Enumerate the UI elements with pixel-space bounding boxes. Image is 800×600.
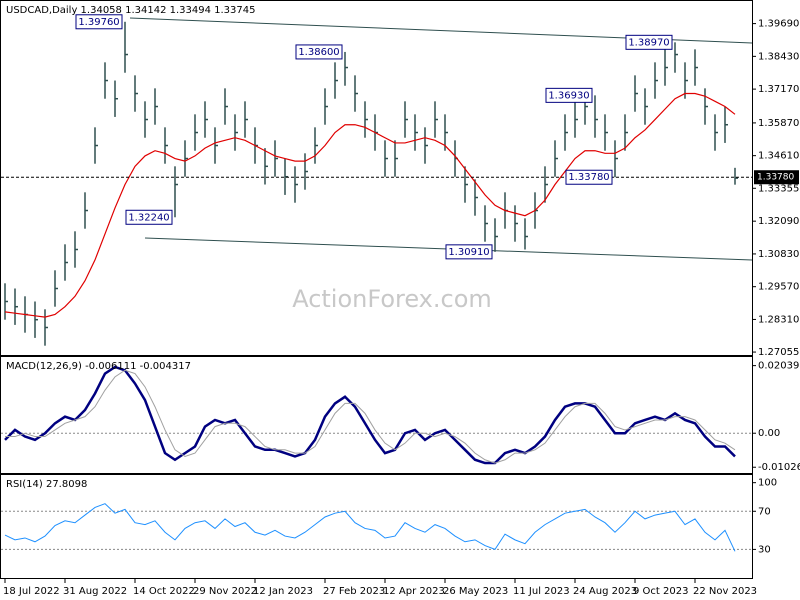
annotation-box <box>545 87 593 103</box>
panel-frame <box>0 0 753 356</box>
annotation-box <box>445 244 493 260</box>
annotation-box <box>125 209 173 225</box>
y-tick-label: 0.020399 <box>758 361 800 372</box>
y-tick-label: 70 <box>758 506 771 517</box>
y-tick-label: 1.27055 <box>758 347 799 358</box>
y-tick-label: 1.39690 <box>758 19 799 30</box>
watermark: ActionForex.com <box>292 285 492 313</box>
x-tick-label: 14 Oct 2022 <box>133 586 195 597</box>
x-tick-label: 29 Nov 2022 <box>193 586 257 597</box>
price-label-box <box>754 170 799 185</box>
panel-title: USDCAD,Daily 1.34058 1.34142 1.33494 1.3… <box>6 5 256 16</box>
y-tick-label: -0.01026 <box>758 462 800 473</box>
annotation-label: 1.32240 <box>128 212 169 223</box>
x-tick-label: 31 Aug 2022 <box>63 586 127 597</box>
annotation-label: 1.38600 <box>298 47 339 58</box>
y-tick-label: 1.37170 <box>758 84 799 95</box>
annotation-box <box>625 34 673 50</box>
annotation-box <box>75 14 123 30</box>
y-tick-label: 1.34610 <box>758 151 799 162</box>
annotation-box <box>565 169 613 185</box>
annotation-label: 1.30910 <box>448 247 489 258</box>
y-tick-label: 1.38430 <box>758 51 799 62</box>
y-tick-label: 1.28310 <box>758 314 799 325</box>
indicator-line <box>4 365 736 465</box>
price-label: 1.33780 <box>757 173 794 183</box>
y-tick-label: 1.32090 <box>758 216 799 227</box>
y-tick-label: 1.29570 <box>758 282 799 293</box>
x-tick-label: 12 Jan 2023 <box>253 586 313 597</box>
panel-frame <box>0 356 753 474</box>
annotation-label: 1.36930 <box>548 90 589 101</box>
x-tick-label: 18 Jul 2022 <box>3 586 60 597</box>
y-tick-label: 100 <box>758 478 777 489</box>
x-tick-label: 22 Nov 2023 <box>693 586 757 597</box>
annotation-label: 1.38970 <box>628 37 669 48</box>
indicator-line <box>4 503 736 552</box>
y-tick-label: 30 <box>758 544 771 555</box>
moving-average <box>4 92 736 318</box>
x-tick-label: 27 Feb 2023 <box>323 586 385 597</box>
x-tick-label: 24 Aug 2023 <box>573 586 637 597</box>
annotation-box <box>295 44 343 60</box>
panel-frame <box>0 474 753 579</box>
x-tick-label: 11 Jul 2023 <box>513 586 570 597</box>
y-tick-label: 1.30830 <box>758 249 799 260</box>
annotation-label: 1.33780 <box>568 172 609 183</box>
x-tick-label: 12 Apr 2023 <box>383 586 445 597</box>
annotation-label: 1.39760 <box>78 17 119 28</box>
indicator-line <box>5 369 736 464</box>
panel-title: MACD(12,26,9) -0.006111 -0.004317 <box>6 361 191 372</box>
y-tick-label: 1.33355 <box>758 183 799 194</box>
x-tick-label: 26 May 2023 <box>443 586 508 597</box>
x-tick-label: 9 Oct 2023 <box>633 586 688 597</box>
panel-title: RSI(14) 27.8098 <box>6 479 87 490</box>
y-tick-label: 1.35870 <box>758 118 799 129</box>
y-tick-label: 0.00 <box>758 428 780 439</box>
